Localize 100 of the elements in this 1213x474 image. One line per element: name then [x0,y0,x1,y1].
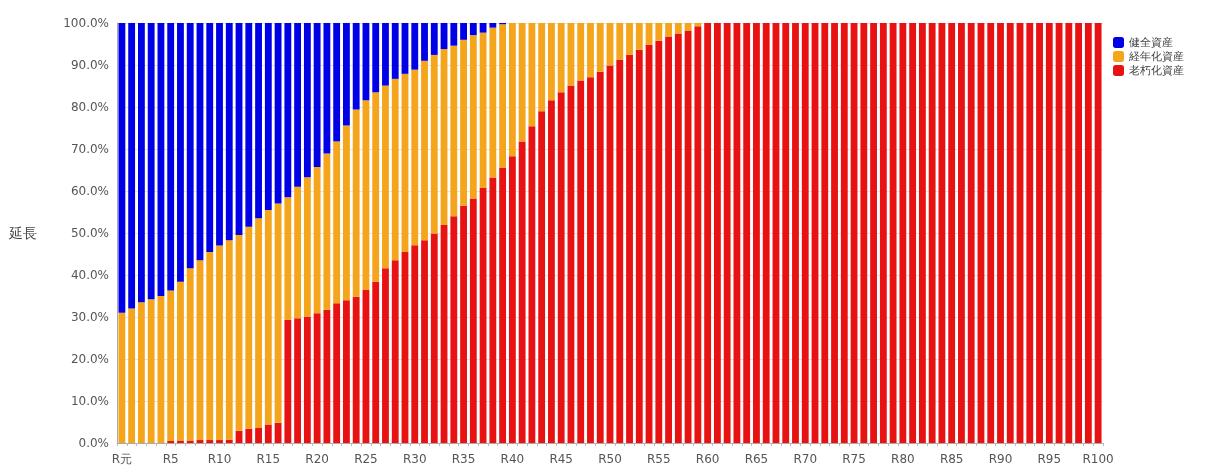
bar [391,23,399,79]
bar [118,23,126,313]
x-tick-label: R10 [207,452,232,466]
bar [186,440,194,443]
bar [303,316,311,443]
bar [655,40,663,443]
bar [508,156,516,443]
bar [626,23,633,55]
bar [616,23,624,60]
bar [723,23,731,443]
bar [372,23,380,93]
bar [469,35,477,199]
bar [684,30,692,443]
bar [343,23,350,126]
bar [577,80,585,443]
bar [665,23,672,37]
bar [1094,23,1102,443]
bar [411,245,419,443]
bar [674,23,682,34]
y-tick-label: 80.0% [70,100,109,114]
bar [967,23,975,443]
bar [879,23,887,443]
bar [528,126,536,443]
bar [918,23,926,443]
bar [284,319,292,443]
bar [479,23,487,33]
bar [245,428,253,443]
bar [753,23,760,443]
bar [430,54,438,234]
bar [557,92,565,443]
bar [206,251,214,441]
y-tick-label: 100.0% [63,16,109,30]
bar [674,33,682,443]
bar [216,23,223,246]
bar [792,23,799,443]
bar [430,23,438,55]
bar [909,23,917,443]
y-tick-label: 50.0% [70,226,109,240]
x-tick-label: R50 [598,452,622,466]
bar [616,59,624,443]
bar [284,197,292,320]
bar [1075,23,1083,443]
x-tick-label: R95 [1037,452,1062,466]
bar [489,23,497,28]
bar [782,23,790,443]
bar [469,198,477,443]
bar [225,23,233,241]
bar [245,226,253,429]
bar [684,23,692,31]
bar [216,245,223,441]
bar [762,23,770,443]
bar [206,23,214,252]
bar [499,167,507,443]
bar [596,23,604,72]
bar [694,23,702,27]
bar [704,23,712,443]
x-tick-label: R5 [162,452,179,466]
bar [694,26,702,443]
bar [255,218,262,428]
bar [303,23,311,178]
bar [323,153,331,310]
bar [538,111,546,443]
bar [343,125,350,301]
bar [137,23,145,303]
bar [382,23,389,86]
bar [167,290,175,441]
bar [801,23,809,443]
bar [167,23,175,291]
bar [313,23,321,168]
bar [1065,23,1073,443]
bar [333,23,341,142]
bar [196,440,204,443]
bar [713,23,721,443]
bar [596,71,604,443]
bar [733,23,741,443]
x-tick-label: R100 [1082,452,1114,466]
bar [343,300,350,443]
x-tick-label: R60 [695,452,720,466]
y-tick-label: 40.0% [70,268,109,282]
bar [840,23,848,443]
bar [899,23,907,443]
x-tick-label: R25 [354,452,378,466]
x-tick-label: R65 [744,452,769,466]
bar [294,318,302,443]
y-tick-label: 30.0% [70,310,109,324]
bar [323,309,331,443]
x-tick-label: R80 [891,452,915,466]
bar [587,23,594,78]
bar [391,260,399,443]
x-tick-label: R90 [988,452,1013,466]
bar [577,23,585,81]
bar [948,23,956,443]
bar [216,440,223,443]
bar [264,23,272,210]
x-tick-label: R30 [402,452,427,466]
bar [177,23,184,282]
bar [548,100,555,443]
y-axis-title: 延長 [8,225,37,241]
bar [430,233,438,443]
bar [665,36,672,443]
